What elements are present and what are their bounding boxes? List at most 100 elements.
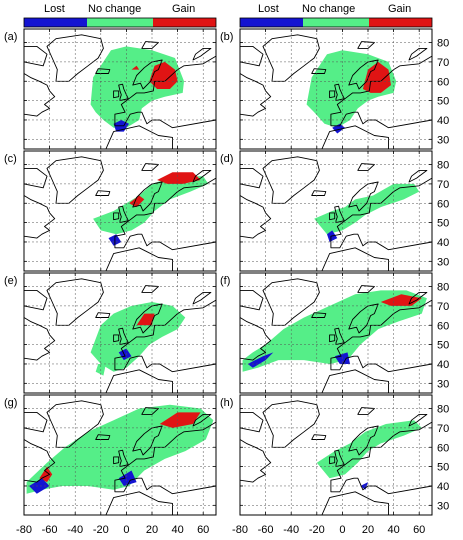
coastline (24, 45, 48, 67)
coastline (240, 411, 264, 433)
x-tick-label: -80 (232, 524, 248, 536)
coastline (311, 434, 327, 440)
coastline (132, 181, 163, 212)
panel-label: (c) (4, 153, 17, 165)
coastline (141, 407, 159, 415)
coastline (118, 83, 129, 102)
gain-region (136, 313, 155, 326)
x-tick-label: -60 (258, 524, 274, 536)
coastline (132, 425, 163, 456)
coastline (321, 247, 389, 271)
coastline (95, 434, 111, 440)
coastline (118, 449, 129, 468)
x-tick-label: 60 (413, 524, 425, 536)
coastline (329, 90, 336, 99)
coastline (95, 68, 111, 74)
x-axis-ticks: -80 -60 -40 -20 0 20 40 60 -80 -60 -40 -20 0 20 40 60 (16, 524, 425, 536)
coastline (24, 167, 48, 189)
map-panel-b: (b) (220, 28, 433, 150)
panel-label: (e) (4, 275, 17, 287)
gain-region (159, 412, 201, 428)
coastline (24, 411, 48, 433)
gain-region (131, 65, 140, 70)
lost-region (118, 470, 137, 486)
y-tick-label: 60 (437, 198, 449, 210)
coastline (105, 125, 173, 149)
y-tick-label: 80 (437, 160, 449, 172)
coastline (24, 317, 56, 361)
x-tick-label: 0 (339, 524, 345, 536)
coastline (321, 491, 389, 515)
gain-region (129, 195, 145, 208)
coastline (132, 59, 163, 90)
x-tick-label: -20 (93, 524, 109, 536)
panel-frame (23, 150, 217, 272)
panel-frame (23, 272, 217, 394)
coastline (329, 456, 336, 465)
coastline (95, 190, 111, 196)
coastline (132, 303, 163, 334)
x-tick-label: 20 (146, 524, 158, 536)
y-tick-label: 50 (437, 340, 449, 352)
coastline (240, 289, 264, 311)
coastline (141, 285, 159, 293)
coastline (408, 291, 428, 305)
coastline (141, 163, 159, 171)
map-panel-g: (g) (4, 394, 217, 516)
map-panel-e: (e) (4, 272, 217, 394)
coastline (24, 439, 56, 483)
coastline (408, 413, 428, 427)
coastline (113, 456, 120, 465)
legend-left: Lost No change Gain (23, 3, 217, 28)
legend-lost-label: Lost (44, 3, 65, 15)
coastline (348, 303, 379, 334)
panel-label: (d) (220, 153, 233, 165)
panel-frame (239, 394, 433, 516)
panel-label: (a) (4, 31, 17, 43)
y-tick-label: 70 (437, 179, 449, 191)
coastline (114, 177, 216, 251)
y-tick-label: 80 (437, 282, 449, 294)
coastline (334, 83, 345, 102)
panel-frame (239, 150, 433, 272)
coastline (192, 47, 212, 61)
legend-nochange-swatch (87, 18, 153, 27)
coastline (105, 247, 173, 271)
coastline (334, 449, 345, 468)
y-tick-label: 60 (437, 442, 449, 454)
y-tick-label: 50 (437, 462, 449, 474)
coastline (240, 317, 272, 361)
coastline (348, 181, 379, 212)
coastline (334, 205, 345, 224)
coastline (321, 125, 389, 149)
x-tick-label: -40 (67, 524, 83, 536)
lost-region (247, 352, 274, 368)
legend-nochange-swatch (303, 18, 369, 27)
x-tick-label: 40 (171, 524, 183, 536)
y-tick-label: 50 (437, 96, 449, 108)
coastline (240, 73, 272, 117)
map-panel-a: (a) (4, 28, 217, 150)
coastline (408, 169, 428, 183)
lost-region (29, 478, 50, 494)
coastline (105, 369, 173, 393)
coastline (408, 47, 428, 61)
coastline (311, 190, 327, 196)
panel-frame (23, 394, 217, 516)
coastline (240, 195, 272, 239)
gain-region (149, 61, 178, 89)
x-tick-label: -60 (42, 524, 58, 536)
legend-nochange-label: No change (88, 3, 141, 15)
map-panel-h: (h) (220, 394, 433, 516)
y-tick-label: 40 (437, 237, 449, 249)
y-tick-label: 70 (437, 423, 449, 435)
coastline (114, 299, 216, 373)
coastline (114, 421, 216, 495)
coastline (348, 59, 379, 90)
coastline (240, 167, 264, 189)
coastline (311, 68, 327, 74)
legend-right: Lost No change Gain (239, 3, 433, 28)
coastline (357, 163, 375, 171)
map-panel-c: (c) (4, 150, 217, 272)
x-tick-label: -40 (283, 524, 299, 536)
